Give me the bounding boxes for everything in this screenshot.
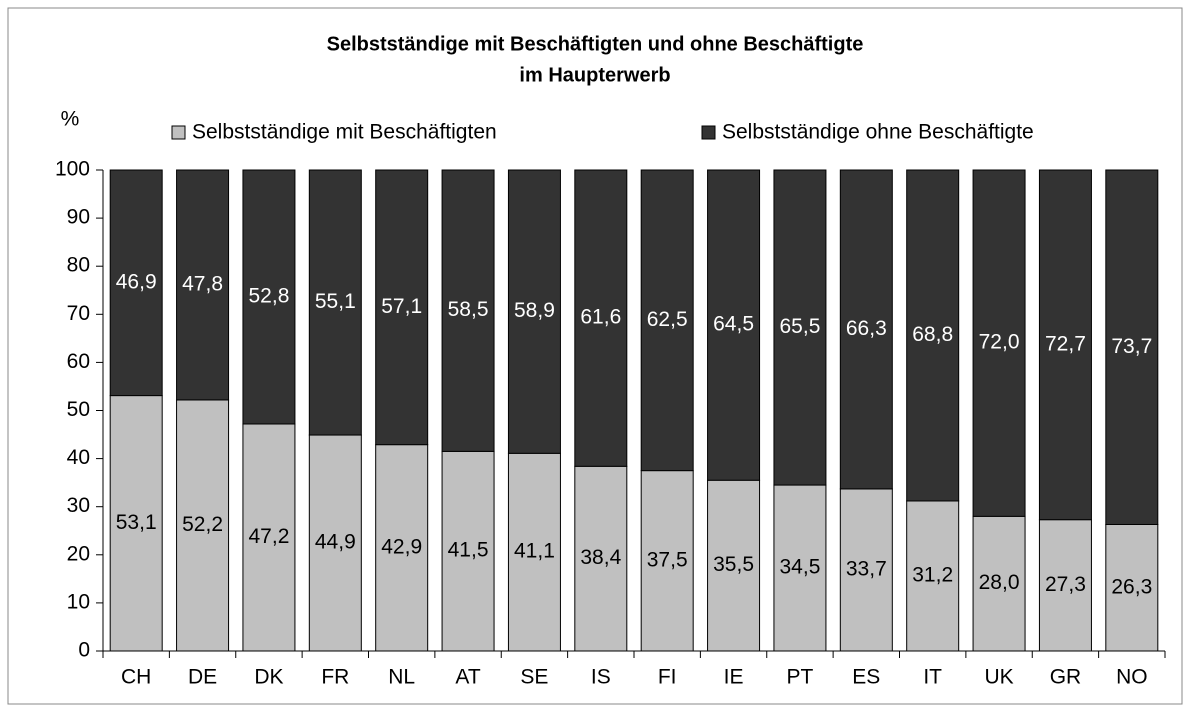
bar-segment xyxy=(308,169,362,436)
y-axis-label: % xyxy=(61,108,80,131)
chart-frame xyxy=(7,7,1183,705)
legend-label: Selbstständige mit Beschäftigten xyxy=(192,121,497,144)
data-label: 47,2 xyxy=(249,525,290,548)
y-tick-label: 0 xyxy=(78,639,90,662)
x-tick-label: NO xyxy=(1116,666,1148,689)
bar-segment xyxy=(507,169,561,454)
bar-segment xyxy=(242,169,296,425)
data-label: 27,3 xyxy=(1045,573,1086,596)
bar-segment xyxy=(176,169,230,401)
x-tick-label: UK xyxy=(984,666,1013,689)
bar-segment xyxy=(1038,519,1092,652)
data-label: 31,2 xyxy=(912,564,953,587)
chart-subtitle: im Haupterwerb xyxy=(519,64,670,86)
data-label: 46,9 xyxy=(116,270,157,293)
data-label: 57,1 xyxy=(381,295,422,318)
data-label: 44,9 xyxy=(315,531,356,554)
legend-label: Selbstständige ohne Beschäftigte xyxy=(722,121,1034,144)
bar-segment xyxy=(308,434,362,652)
bar-segment xyxy=(972,169,1026,517)
bar-segment xyxy=(375,444,429,652)
bar-segment xyxy=(707,169,761,481)
x-tick-label: DE xyxy=(188,666,217,689)
bar-segment xyxy=(375,169,429,446)
data-label: 73,7 xyxy=(1111,335,1152,358)
data-label: 37,5 xyxy=(647,548,688,571)
x-tick-label: FI xyxy=(658,666,677,689)
y-tick-label: 90 xyxy=(67,206,90,229)
legend-swatch xyxy=(701,125,716,140)
y-tick-label: 80 xyxy=(67,254,90,277)
bar-segment xyxy=(906,500,960,652)
x-tick-label: DK xyxy=(254,666,283,689)
bar-segment xyxy=(109,169,163,397)
x-tick-label: FR xyxy=(321,666,349,689)
x-tick-label: NL xyxy=(388,666,415,689)
data-label: 52,8 xyxy=(249,285,290,308)
data-label: 68,8 xyxy=(912,323,953,346)
y-tick-label: 50 xyxy=(67,398,90,421)
bar-segment xyxy=(507,452,561,652)
x-tick-label: PT xyxy=(787,666,814,689)
bar-segment xyxy=(441,450,495,652)
data-label: 65,5 xyxy=(780,315,821,338)
y-tick-label: 10 xyxy=(67,590,90,613)
bar-segment xyxy=(176,399,230,652)
data-label: 72,0 xyxy=(979,331,1020,354)
data-label: 26,3 xyxy=(1111,575,1152,598)
y-tick-label: 100 xyxy=(55,158,90,181)
bar-segment xyxy=(839,169,893,490)
bar-segment xyxy=(1038,169,1092,521)
x-tick-label: IE xyxy=(724,666,744,689)
bar-segment xyxy=(574,169,628,467)
x-tick-label: GR xyxy=(1050,666,1082,689)
y-tick-label: 30 xyxy=(67,494,90,517)
data-label: 52,2 xyxy=(182,513,223,536)
x-tick-label: AT xyxy=(455,666,480,689)
data-label: 41,1 xyxy=(514,540,555,563)
data-label: 58,5 xyxy=(448,298,489,321)
x-tick-label: IT xyxy=(923,666,942,689)
bar-segment xyxy=(773,169,827,486)
x-tick-label: CH xyxy=(121,666,151,689)
y-tick-label: 70 xyxy=(67,302,90,325)
chart-title: Selbstständige mit Beschäftigten und ohn… xyxy=(327,33,864,55)
bar-segment xyxy=(972,515,1026,652)
data-label: 34,5 xyxy=(780,556,821,579)
bar-segment xyxy=(1105,523,1159,652)
bar-segment xyxy=(574,465,628,652)
data-label: 47,8 xyxy=(182,273,223,296)
bar-segment xyxy=(441,169,495,452)
data-label: 55,1 xyxy=(315,290,356,313)
x-tick-label: SE xyxy=(520,666,548,689)
bar-segment xyxy=(906,169,960,502)
x-tick-label: ES xyxy=(852,666,880,689)
y-tick-label: 20 xyxy=(67,542,90,565)
data-label: 28,0 xyxy=(979,571,1020,594)
data-label: 66,3 xyxy=(846,317,887,340)
bar-segment xyxy=(640,169,694,472)
data-label: 41,5 xyxy=(448,539,489,562)
legend-swatch xyxy=(171,125,186,140)
data-label: 33,7 xyxy=(846,557,887,580)
x-tick-label: IS xyxy=(591,666,611,689)
data-label: 53,1 xyxy=(116,511,157,534)
data-label: 64,5 xyxy=(713,313,754,336)
bar-segment xyxy=(1105,169,1159,525)
data-label: 42,9 xyxy=(381,535,422,558)
y-tick-label: 40 xyxy=(67,446,90,469)
data-label: 72,7 xyxy=(1045,332,1086,355)
data-label: 61,6 xyxy=(580,306,621,329)
data-label: 58,9 xyxy=(514,299,555,322)
y-tick-label: 60 xyxy=(67,350,90,373)
data-label: 35,5 xyxy=(713,553,754,576)
bar-segment xyxy=(773,484,827,652)
data-label: 38,4 xyxy=(580,546,621,569)
data-label: 62,5 xyxy=(647,308,688,331)
